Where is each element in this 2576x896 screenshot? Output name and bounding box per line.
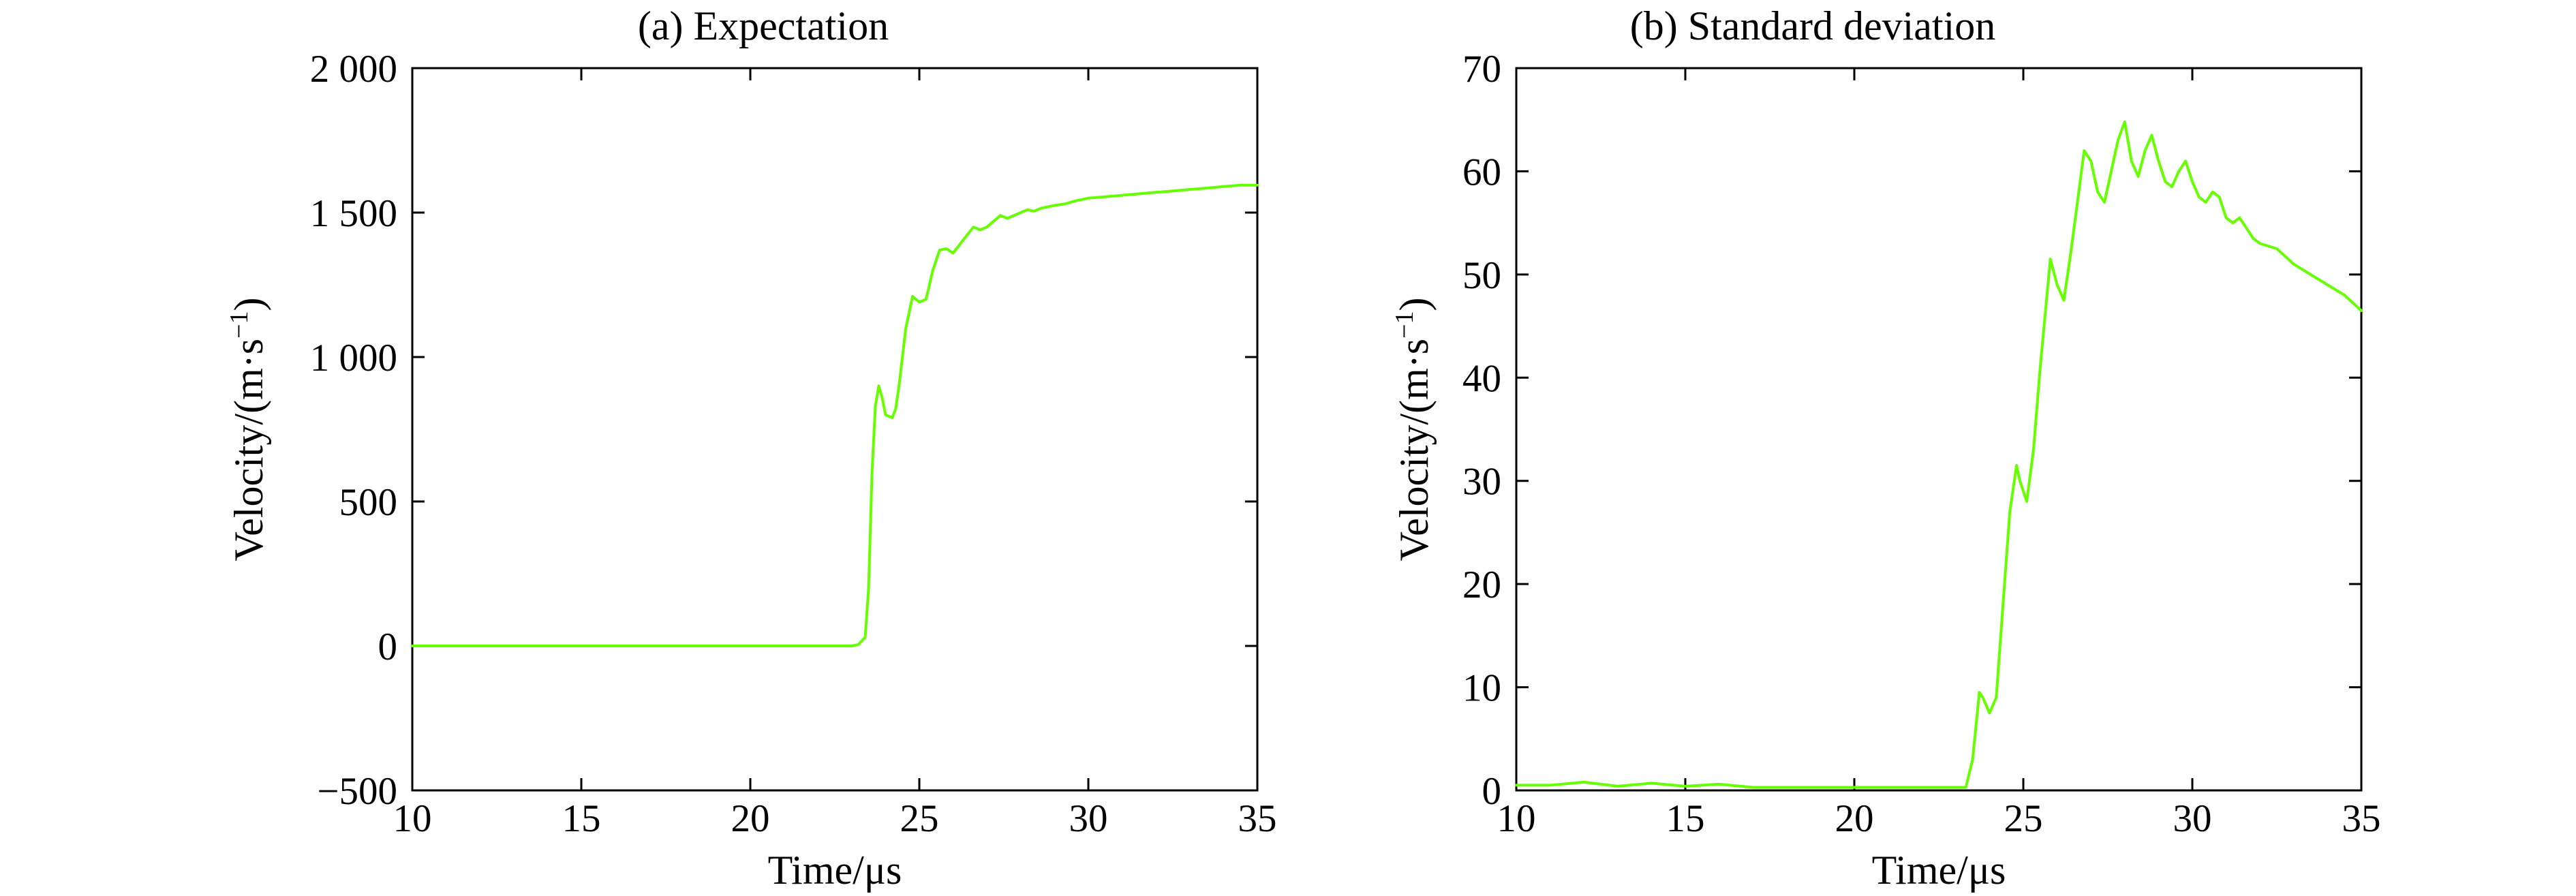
y-tick-label: 500 bbox=[339, 481, 398, 524]
x-tick-label: 30 bbox=[1069, 797, 1108, 840]
y-tick-label: 60 bbox=[1462, 151, 1501, 194]
x-tick-label: 20 bbox=[731, 797, 770, 840]
y-axis-label-close: ) bbox=[226, 297, 271, 311]
x-tick-label: 15 bbox=[562, 797, 601, 840]
y-tick-label: 10 bbox=[1462, 667, 1501, 710]
x-tick-label: 20 bbox=[1835, 797, 1874, 840]
y-axis-label: Velocity/(m·s−1) bbox=[225, 297, 271, 561]
y-axis-label-close: ) bbox=[1392, 297, 1437, 311]
x-axis-label: Time/μs bbox=[768, 848, 902, 893]
y-axis-label: Velocity/(m·s−1) bbox=[1390, 297, 1437, 561]
y-tick-label: 1 000 bbox=[310, 337, 397, 380]
chart-standard-deviation: (b) Standard deviation 10 15 20 25 30 3501020… bbox=[1390, 3, 2381, 893]
y-axis-label-superscript: −1 bbox=[225, 311, 254, 338]
y-axis-label-superscript: −1 bbox=[1390, 311, 1419, 338]
plot-frame bbox=[411, 67, 1259, 792]
x-tick-label: 30 bbox=[2173, 797, 2212, 840]
y-axis-label-text: Velocity/(m·s bbox=[226, 339, 271, 561]
chart-title: (a) Expectation bbox=[638, 3, 889, 48]
x-tick-label: 15 bbox=[1666, 797, 1705, 840]
y-tick-label: 50 bbox=[1462, 254, 1501, 297]
x-tick-label: 25 bbox=[2004, 797, 2043, 840]
x-tick-label: 35 bbox=[1238, 797, 1277, 840]
y-tick-label: −500 bbox=[317, 770, 397, 813]
y-tick-label: 0 bbox=[378, 625, 398, 668]
y-tick-label: 30 bbox=[1462, 461, 1501, 504]
x-tick-label: 25 bbox=[900, 797, 939, 840]
x-axis-label: Time/μs bbox=[1872, 848, 2006, 893]
x-tick-label: 10 bbox=[393, 797, 432, 840]
plot-frame bbox=[1515, 67, 2363, 792]
chart-title: (b) Standard deviation bbox=[1630, 3, 1996, 48]
y-tick-label: 0 bbox=[1482, 770, 1502, 813]
series-line-standard-deviation bbox=[1515, 120, 2363, 789]
y-tick-label: 20 bbox=[1462, 563, 1501, 606]
chart-expectation: (a) Expectation 10 15 20 25 30 35 −500 0 500 1 00… bbox=[225, 3, 1277, 893]
x-tick-label: 10 bbox=[1497, 797, 1536, 840]
y-tick-label: 70 bbox=[1462, 48, 1501, 91]
series-line-expectation bbox=[411, 183, 1259, 647]
y-tick-label: 2 000 bbox=[310, 48, 397, 91]
x-tick-label: 35 bbox=[2342, 797, 2381, 840]
y-tick-label: 1 500 bbox=[310, 192, 397, 235]
y-tick-label: 40 bbox=[1462, 357, 1501, 400]
y-axis-label-text: Velocity/(m·s bbox=[1392, 339, 1437, 561]
axis-ticks: 10 15 20 25 30 35 −500 0 500 1 000 1 500 2 000 bbox=[310, 48, 1277, 840]
